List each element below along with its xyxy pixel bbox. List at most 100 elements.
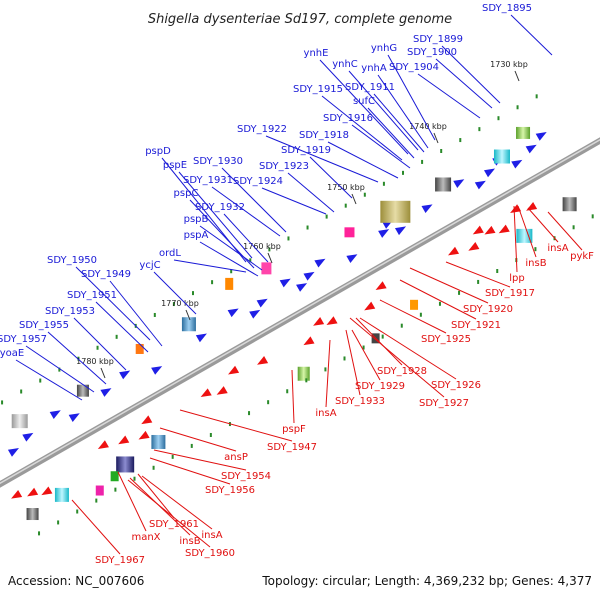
reverse-gene-arrow[interactable] (468, 241, 480, 251)
reverse-gene-arrow[interactable] (472, 225, 484, 235)
forward-gene-label[interactable]: SDY_1923 (259, 161, 309, 172)
forward-gene-label[interactable]: ynhA (361, 63, 387, 74)
reverse-gene-label[interactable]: lpp (509, 273, 524, 284)
reverse-gene-arrow[interactable] (118, 435, 130, 445)
gene-block[interactable] (297, 366, 310, 381)
forward-gene-arrow[interactable] (303, 271, 315, 281)
reverse-gene-label[interactable]: SDY_1925 (421, 334, 471, 345)
forward-gene-arrow[interactable] (474, 180, 486, 190)
reverse-gene-label[interactable]: SDY_1954 (221, 471, 271, 482)
forward-gene-arrow[interactable] (119, 370, 131, 380)
forward-gene-label[interactable]: SDY_1930 (193, 156, 243, 167)
reverse-gene-arrow[interactable] (510, 204, 522, 213)
reverse-gene-arrow[interactable] (447, 246, 460, 256)
forward-gene-arrow[interactable] (296, 283, 308, 292)
forward-gene-arrow[interactable] (227, 308, 239, 318)
gene-block[interactable] (261, 262, 272, 275)
forward-gene-label[interactable]: SDY_1949 (81, 269, 131, 280)
reverse-gene-arrow[interactable] (313, 317, 325, 326)
reverse-gene-label[interactable]: SDY_1917 (485, 288, 535, 299)
forward-gene-label[interactable]: SDY_1953 (45, 306, 95, 317)
forward-gene-arrow[interactable] (378, 229, 390, 238)
forward-gene-label[interactable]: SDY_1957 (0, 334, 47, 345)
reverse-gene-label[interactable]: SDY_1929 (355, 381, 405, 392)
forward-gene-label[interactable]: SDY_1904 (389, 62, 439, 73)
forward-gene-arrow[interactable] (49, 410, 61, 420)
forward-gene-label[interactable]: ynhC (332, 59, 358, 70)
forward-gene-label[interactable]: SDY_1950 (47, 255, 97, 266)
reverse-gene-arrow[interactable] (498, 224, 510, 234)
forward-gene-label[interactable]: SDY_1932 (195, 202, 245, 213)
reverse-gene-label[interactable]: SDY_1927 (419, 398, 469, 409)
forward-gene-label[interactable]: yoaE (0, 348, 24, 359)
reverse-gene-arrow[interactable] (484, 225, 496, 235)
gene-block[interactable] (76, 384, 89, 397)
forward-gene-arrow[interactable] (453, 179, 465, 188)
reverse-gene-label[interactable]: SDY_1926 (431, 380, 481, 391)
reverse-gene-label[interactable]: SDY_1928 (377, 366, 427, 377)
reverse-gene-label[interactable]: insA (201, 530, 222, 541)
gene-block[interactable] (562, 197, 577, 212)
forward-gene-label[interactable]: SDY_1922 (237, 124, 287, 135)
gene-block[interactable] (135, 343, 144, 354)
reverse-gene-arrow[interactable] (526, 202, 538, 211)
forward-gene-arrow[interactable] (279, 278, 291, 288)
forward-gene-label[interactable]: SDY_1931 (183, 175, 233, 186)
reverse-gene-arrow[interactable] (97, 440, 109, 449)
gene-block[interactable] (95, 485, 104, 496)
forward-gene-arrow[interactable] (421, 204, 433, 214)
forward-gene-label[interactable]: SDY_1900 (407, 47, 457, 58)
reverse-gene-label[interactable]: insB (525, 258, 546, 269)
reverse-gene-arrow[interactable] (326, 316, 338, 325)
forward-gene-label[interactable]: SDY_1924 (233, 176, 283, 187)
forward-gene-label[interactable]: ynhG (371, 43, 397, 54)
forward-gene-label[interactable]: pspD (145, 146, 171, 157)
reverse-gene-label[interactable]: insA (315, 408, 336, 419)
gene-block[interactable] (435, 177, 452, 192)
reverse-gene-label[interactable]: pspF (282, 424, 306, 435)
reverse-gene-arrow[interactable] (11, 489, 23, 499)
forward-gene-label[interactable]: SDY_1895 (482, 3, 532, 14)
forward-gene-label[interactable]: SDY_1955 (19, 320, 69, 331)
forward-gene-label[interactable]: pspB (184, 214, 209, 225)
reverse-gene-label[interactable]: SDY_1947 (267, 442, 317, 453)
reverse-gene-arrow[interactable] (27, 487, 39, 497)
reverse-gene-arrow[interactable] (138, 430, 150, 440)
gene-block[interactable] (516, 228, 533, 243)
gene-block[interactable] (54, 487, 69, 502)
forward-gene-arrow[interactable] (483, 168, 496, 178)
reverse-gene-arrow[interactable] (303, 336, 315, 346)
gene-block[interactable] (110, 471, 119, 482)
gene-block[interactable] (225, 277, 234, 290)
reverse-gene-label[interactable]: SDY_1956 (205, 485, 255, 496)
reverse-gene-label[interactable]: ansP (224, 452, 248, 463)
reverse-gene-arrow[interactable] (216, 386, 228, 395)
forward-gene-label[interactable]: SDY_1951 (67, 290, 117, 301)
forward-gene-arrow[interactable] (68, 413, 80, 422)
reverse-gene-arrow[interactable] (364, 301, 376, 311)
forward-gene-label[interactable]: SDY_1915 (293, 84, 343, 95)
forward-gene-label[interactable]: ordL (159, 248, 181, 259)
reverse-gene-label[interactable]: SDY_1933 (335, 396, 385, 407)
reverse-gene-label[interactable]: SDY_1961 (149, 519, 199, 530)
reverse-gene-arrow[interactable] (375, 281, 387, 290)
forward-gene-arrow[interactable] (535, 132, 547, 141)
forward-gene-arrow[interactable] (346, 254, 358, 263)
gene-block[interactable] (516, 126, 531, 139)
forward-gene-arrow[interactable] (151, 366, 163, 375)
reverse-gene-label[interactable]: pykF (570, 251, 594, 262)
forward-gene-arrow[interactable] (511, 159, 523, 169)
gene-block[interactable] (181, 317, 196, 332)
reverse-gene-label[interactable]: insA (547, 243, 568, 254)
gene-block[interactable] (344, 227, 355, 238)
forward-gene-label[interactable]: SDY_1911 (345, 82, 395, 93)
forward-gene-label[interactable]: pspE (163, 160, 187, 171)
forward-gene-label[interactable]: sufC (353, 96, 375, 107)
reverse-gene-label[interactable]: SDY_1967 (95, 555, 145, 566)
reverse-gene-label[interactable]: SDY_1921 (451, 320, 501, 331)
forward-gene-label[interactable]: SDY_1916 (323, 113, 373, 124)
forward-gene-label[interactable]: pspC (174, 188, 199, 199)
forward-gene-arrow[interactable] (394, 226, 407, 236)
reverse-gene-label[interactable]: SDY_1960 (185, 548, 235, 559)
gene-block[interactable] (410, 299, 419, 310)
